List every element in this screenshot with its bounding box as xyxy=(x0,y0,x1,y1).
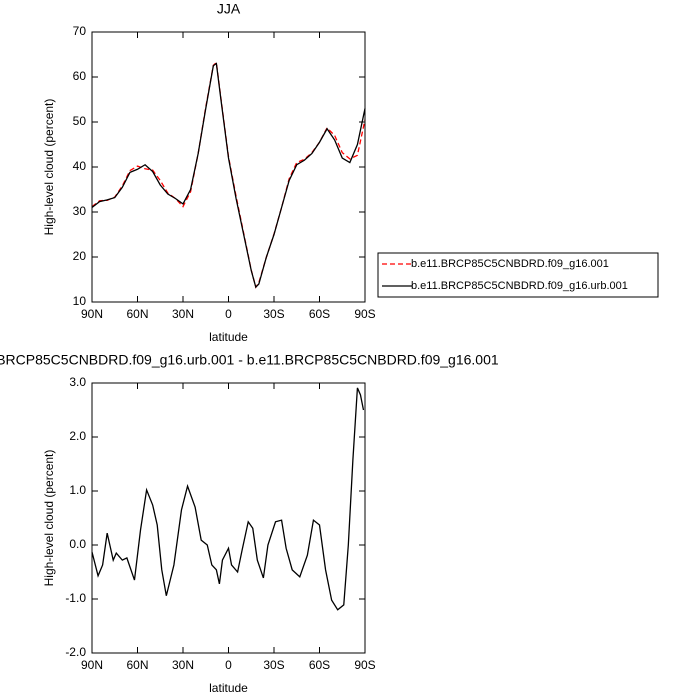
plot-frame xyxy=(91,382,366,654)
x-tick-label: 90S xyxy=(354,307,375,321)
y-tick-label: 60 xyxy=(73,69,87,83)
y-tick-label: 0.0 xyxy=(69,537,86,551)
x-tick-label: 90N xyxy=(81,658,103,672)
chart-title: b.e11.BRCP85C5CNBDRD.f09_g16.urb.001 - b… xyxy=(0,352,499,368)
data-line xyxy=(91,61,366,289)
y-tick-label: -2.0 xyxy=(65,645,86,659)
y-tick-label: 3.0 xyxy=(69,375,86,389)
y-axis-label: High-level cloud (percent) xyxy=(42,450,56,587)
y-axis-label: High-level cloud (percent) xyxy=(42,99,56,236)
y-tick-label: 70 xyxy=(73,24,87,38)
x-tick-label: 90N xyxy=(81,307,103,321)
x-tick-label: 30S xyxy=(263,658,284,672)
x-axis-label: latitude xyxy=(209,681,248,695)
y-tick-label: 20 xyxy=(73,249,87,263)
y-tick-label: 40 xyxy=(73,159,87,173)
legend-label: b.e11.BRCP85C5CNBDRD.f09_g16.001 xyxy=(411,258,609,270)
legend-box xyxy=(377,252,659,298)
x-tick-label: 0 xyxy=(225,307,232,321)
x-tick-label: 30S xyxy=(263,307,284,321)
y-tick-label: 50 xyxy=(73,114,87,128)
legend-label: b.e11.BRCP85C5CNBDRD.f09_g16.urb.001 xyxy=(411,280,628,292)
x-tick-label: 0 xyxy=(225,658,232,672)
data-line xyxy=(91,387,365,611)
data-line xyxy=(91,62,366,289)
chart-title: JJA xyxy=(217,1,241,17)
y-tick-label: 10 xyxy=(73,294,87,308)
x-tick-label: 60N xyxy=(126,307,148,321)
x-tick-label: 60N xyxy=(126,658,148,672)
x-tick-label: 60S xyxy=(309,307,330,321)
x-tick-label: 30N xyxy=(172,307,194,321)
plot-frame xyxy=(91,31,366,303)
x-tick-label: 60S xyxy=(309,658,330,672)
y-tick-label: -1.0 xyxy=(65,591,86,605)
x-tick-label: 30N xyxy=(172,658,194,672)
x-tick-label: 90S xyxy=(354,658,375,672)
y-tick-label: 30 xyxy=(73,204,87,218)
x-axis-label: latitude xyxy=(209,330,248,344)
y-tick-label: 1.0 xyxy=(69,483,86,497)
y-tick-label: 2.0 xyxy=(69,429,86,443)
